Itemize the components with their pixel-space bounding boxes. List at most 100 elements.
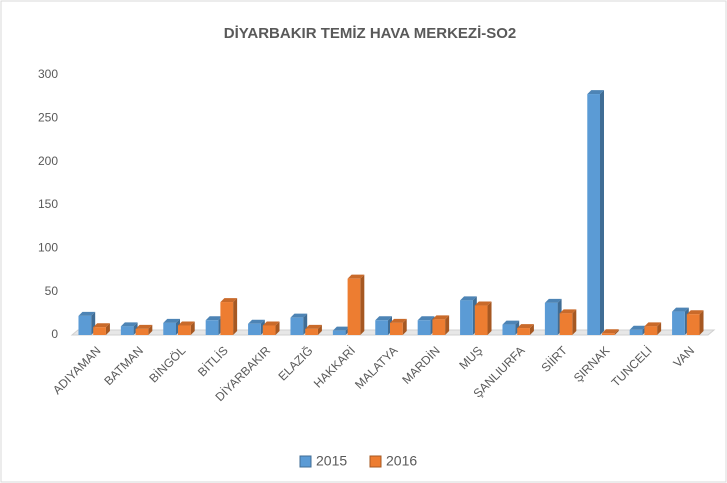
- bar-face: [120, 326, 134, 335]
- bar-face: [332, 330, 346, 335]
- bar-face: [78, 315, 92, 335]
- bar-face: [262, 321, 280, 326]
- bar-face: [332, 326, 350, 331]
- bar: [474, 301, 492, 335]
- bar-face: [529, 324, 534, 335]
- bar-face: [559, 309, 577, 314]
- bar-face: [686, 310, 704, 315]
- bar-face: [644, 322, 662, 327]
- bar-face: [445, 315, 450, 335]
- bar: [672, 307, 689, 335]
- bar-face: [248, 323, 261, 335]
- bar-face: [544, 298, 562, 303]
- bar-face: [347, 274, 365, 279]
- bar-face: [390, 322, 403, 335]
- bar-face: [120, 322, 138, 327]
- y-tick-label: 200: [38, 154, 58, 168]
- bar-face: [417, 316, 435, 321]
- bar-face: [360, 274, 365, 335]
- chart-title: DİYARBAKIR TEMİZ HAVA MERKEZİ-SO2: [224, 25, 517, 42]
- bar-face: [474, 305, 488, 335]
- bar-face: [699, 310, 704, 335]
- bar-face: [402, 318, 407, 335]
- bar-face: [148, 324, 153, 335]
- bar-face: [572, 309, 577, 335]
- bar-face: [629, 329, 643, 335]
- bar-face: [163, 318, 180, 323]
- bar-face: [672, 307, 689, 312]
- bar-face: [686, 314, 700, 335]
- bar-face: [657, 322, 662, 335]
- bar-face: [602, 333, 615, 335]
- bar-face: [290, 317, 304, 335]
- bar-face: [460, 300, 473, 335]
- bar-face: [375, 316, 392, 321]
- bar-face: [614, 329, 619, 335]
- bar-face: [178, 325, 191, 335]
- bar: [135, 324, 153, 335]
- bar: [262, 321, 280, 335]
- bar-face: [275, 321, 280, 335]
- bar-face: [190, 321, 195, 335]
- bar-face: [502, 320, 520, 325]
- y-tick-label: 0: [51, 327, 58, 341]
- bar-face: [78, 311, 96, 316]
- bar: [205, 316, 223, 335]
- bar-face: [220, 298, 238, 303]
- bar-face: [93, 323, 110, 328]
- bar: [93, 323, 110, 335]
- bar: [248, 319, 265, 335]
- bar: [432, 315, 450, 335]
- y-tick-label: 250: [38, 111, 58, 125]
- bar-face: [600, 90, 604, 335]
- bar-face: [474, 301, 492, 306]
- y-tick-label: 50: [45, 284, 59, 298]
- bar: [163, 318, 180, 335]
- legend-label: 2015: [316, 453, 347, 469]
- bar-face: [105, 323, 110, 335]
- bar-face: [644, 326, 658, 335]
- bar-face: [375, 320, 388, 335]
- bar: [220, 298, 238, 335]
- bar-face: [205, 316, 223, 321]
- bar-face: [432, 319, 446, 335]
- bar: [686, 310, 704, 335]
- bar-face: [233, 298, 238, 335]
- bar: [390, 318, 407, 335]
- bar: [559, 309, 577, 335]
- bar-face: [432, 315, 450, 320]
- legend-swatch: [369, 455, 382, 468]
- bar: [460, 296, 477, 335]
- bar-face: [629, 325, 647, 330]
- bar: [587, 90, 604, 335]
- y-tick-label: 300: [38, 67, 58, 81]
- bar-face: [544, 302, 558, 335]
- bar: [375, 316, 392, 335]
- bar: [544, 298, 562, 335]
- bar: [305, 324, 322, 335]
- bar-face: [135, 328, 149, 335]
- bar-face: [417, 320, 431, 335]
- bar-face: [262, 325, 276, 335]
- bar-face: [135, 324, 153, 329]
- bar: [517, 324, 534, 335]
- bar: [602, 329, 619, 335]
- bar-face: [587, 94, 600, 335]
- bar: [178, 321, 195, 335]
- bar-face: [587, 90, 604, 95]
- legend-label: 2016: [386, 453, 417, 469]
- bar-face: [205, 320, 219, 335]
- bar-face: [178, 321, 195, 326]
- bar-face: [305, 328, 318, 335]
- bar: [417, 316, 435, 335]
- legend-swatch: [299, 455, 312, 468]
- bar-face: [163, 322, 176, 335]
- bar-face: [487, 301, 492, 335]
- bar-face: [502, 324, 516, 335]
- bar-face: [672, 311, 685, 335]
- bar: [644, 322, 662, 335]
- y-tick-label: 100: [38, 241, 58, 255]
- bar-face: [602, 329, 619, 334]
